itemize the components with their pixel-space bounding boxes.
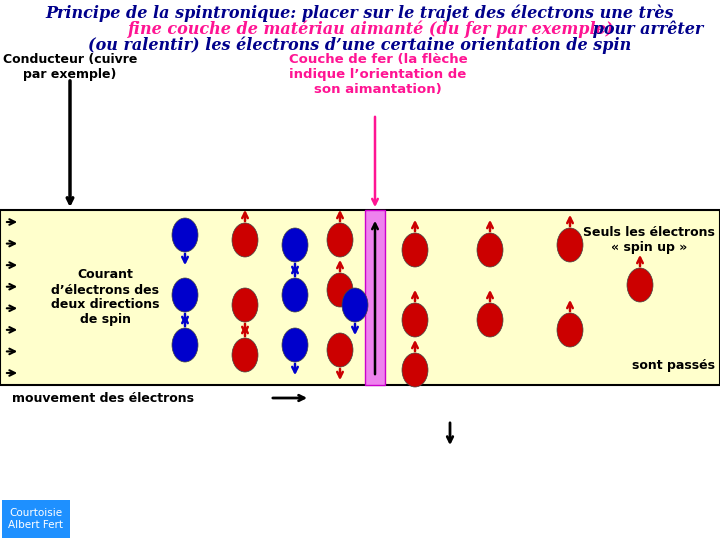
Text: Seuls les électrons
« spin up »: Seuls les électrons « spin up »	[583, 226, 715, 254]
Ellipse shape	[282, 328, 308, 362]
Ellipse shape	[327, 273, 353, 307]
Bar	[0, 210, 720, 385]
Text: Courtoisie
Albert Fert: Courtoisie Albert Fert	[9, 508, 63, 530]
Ellipse shape	[232, 338, 258, 372]
Ellipse shape	[557, 313, 583, 347]
Ellipse shape	[402, 353, 428, 387]
Ellipse shape	[402, 303, 428, 337]
Ellipse shape	[232, 223, 258, 257]
Ellipse shape	[477, 233, 503, 267]
Ellipse shape	[327, 333, 353, 367]
Text: Conducteur (cuivre
par exemple): Conducteur (cuivre par exemple)	[3, 53, 138, 81]
Text: fine couche de matériau aimanté (du fer par exemple): fine couche de matériau aimanté (du fer …	[128, 20, 614, 37]
Ellipse shape	[232, 288, 258, 322]
Ellipse shape	[342, 288, 368, 322]
Text: sont passés: sont passés	[632, 359, 715, 372]
Bar	[2, 500, 70, 538]
Ellipse shape	[172, 218, 198, 252]
Text: pour arrêter: pour arrêter	[587, 20, 703, 37]
Ellipse shape	[172, 278, 198, 312]
Ellipse shape	[327, 223, 353, 257]
Ellipse shape	[557, 228, 583, 262]
Ellipse shape	[627, 268, 653, 302]
Ellipse shape	[402, 233, 428, 267]
Ellipse shape	[282, 278, 308, 312]
Text: mouvement des électrons: mouvement des électrons	[12, 392, 194, 404]
Text: Couche de fer (la flèche
indique l’orientation de
son aimantation): Couche de fer (la flèche indique l’orien…	[289, 53, 467, 96]
Ellipse shape	[282, 228, 308, 262]
Bar	[365, 210, 385, 385]
Text: Courant
d’électrons des
deux directions
de spin: Courant d’électrons des deux directions …	[50, 268, 159, 327]
Ellipse shape	[477, 303, 503, 337]
Text: Principe de la spintronique: placer sur le trajet des électrons une très: Principe de la spintronique: placer sur …	[46, 4, 674, 22]
Ellipse shape	[172, 328, 198, 362]
Text: (ou ralentir) les électrons d’une certaine orientation de spin: (ou ralentir) les électrons d’une certai…	[89, 36, 631, 53]
